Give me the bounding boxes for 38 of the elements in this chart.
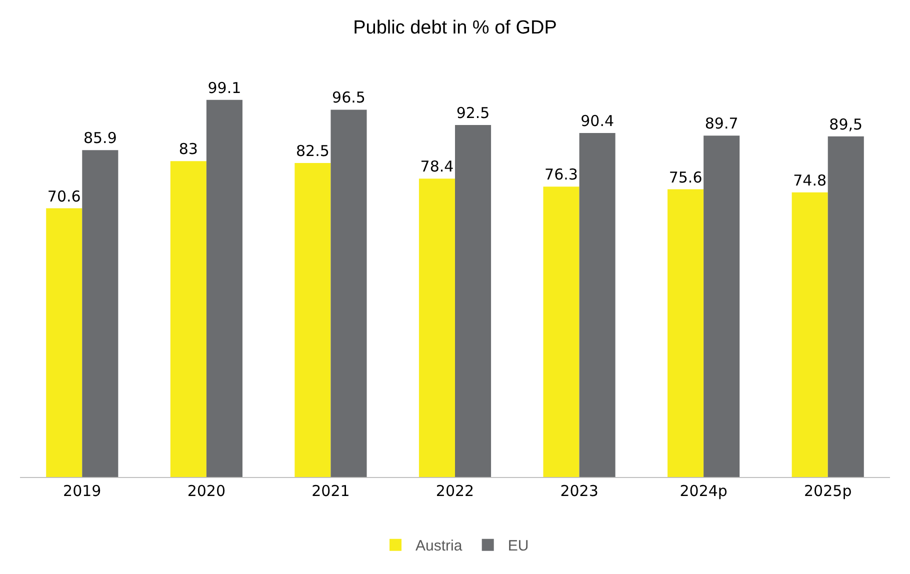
x-tick-label: 2020 <box>187 482 226 500</box>
bar <box>206 100 242 477</box>
bar <box>46 208 82 477</box>
bar <box>792 192 828 477</box>
bar <box>330 110 367 477</box>
data-label: 89,5 <box>829 115 863 134</box>
x-tick-label: 2023 <box>560 482 598 500</box>
data-label: 70.6 <box>47 187 81 206</box>
data-label: 92.5 <box>456 104 490 122</box>
x-tick-label: 2025p <box>804 482 852 500</box>
data-label: 75.6 <box>668 168 702 186</box>
data-label: 85.9 <box>83 129 117 148</box>
data-label: 74.8 <box>793 171 827 190</box>
x-tick-label: 2024p <box>680 482 728 500</box>
chart-title: Public debt in % of GDP <box>353 17 557 38</box>
bar <box>543 186 580 477</box>
bar <box>579 132 616 477</box>
bar <box>455 124 492 477</box>
data-label: 83 <box>178 140 198 158</box>
x-tick-label: 2021 <box>312 482 350 500</box>
bar <box>704 136 740 477</box>
data-label: 78.4 <box>420 158 454 176</box>
data-label: 90.4 <box>580 112 614 130</box>
bar <box>828 136 864 477</box>
data-label: 82.5 <box>296 142 330 160</box>
x-tick-label: 2019 <box>63 482 102 500</box>
bar <box>294 163 331 477</box>
legend-label: Austria <box>416 538 463 555</box>
legend-label: EU <box>508 538 529 555</box>
data-label: 89.7 <box>704 114 738 133</box>
data-label: 76.3 <box>544 166 578 184</box>
bar <box>170 161 206 477</box>
bar <box>82 150 118 477</box>
bar <box>668 189 704 477</box>
data-label: 96.5 <box>332 88 366 107</box>
x-tick-label: 2022 <box>436 482 474 500</box>
data-label: 99.1 <box>208 78 242 97</box>
bar <box>418 178 455 477</box>
